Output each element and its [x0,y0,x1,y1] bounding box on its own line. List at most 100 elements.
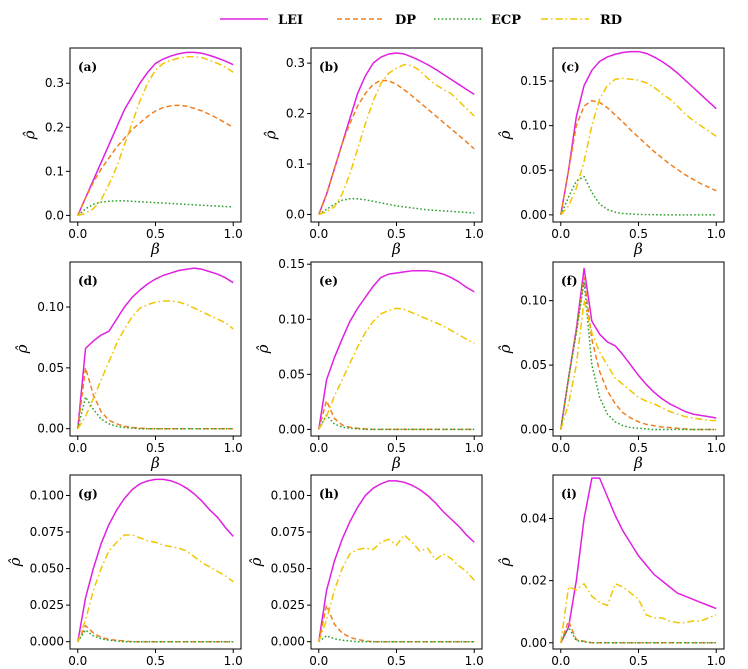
y-tick-label: 0.05 [37,361,64,375]
y-axis-label: ρ̂ [6,557,24,567]
panels: 0.0 0.5 1.00.00.10.20.3βρ̂(a)0.0 0.5 1.00.00… [6,47,726,669]
x-tick-label: 1.0 [707,654,726,665]
panel-f: 0.0 0.5 1.0 0.00 0.05 0.10 β ρ̂ (f) [496,261,726,472]
y-axis-label: ρ̂ [496,557,514,567]
y-tick-label: 0.0 [286,207,305,221]
x-tick-label: 0.5 [387,441,406,455]
x-axis-label: β [391,240,401,258]
series-line-rd [560,77,717,216]
x-tick-label: 0.5 [629,227,648,241]
x-tick-label: 1.0 [465,441,484,455]
series-line-rd [318,534,475,642]
y-tick-label: 0.05 [520,358,547,372]
panel-label: (h) [319,487,339,501]
series-line-ecp [77,200,234,216]
x-tick-label: 0.5 [387,227,406,241]
panel-label: (d) [78,274,98,288]
x-tick-label: 0.0 [68,441,87,455]
y-tick-label: 0.00 [278,422,305,436]
y-tick-label: 0.100 [271,488,305,502]
series-line-dp [77,104,234,216]
series-line-lei [77,51,234,216]
y-tick-label: 0.025 [271,598,305,612]
series-line-dp [318,604,475,643]
series-line-lei [560,267,717,430]
series-line-lei [560,477,717,644]
series-line-ecp [77,629,234,643]
y-tick-label: 0.05 [520,163,547,177]
series-line-ecp [318,414,475,431]
series-line-rd [77,300,234,430]
y-tick-label: 0.000 [30,635,64,649]
panel-i: 0.00.51.00.000.020.04βρ̂(i) [496,474,726,669]
x-tick-label: 0.0 [551,654,570,665]
axes-frame [310,261,483,437]
y-tick-label: 0.05 [278,367,305,381]
y-tick-label: 0.10 [37,300,64,314]
panel-b: 0.0 0.5 1.0 0.0 0.1 0.2 0.3 β ρ̂ (b) [261,47,484,258]
y-tick-label: 0.025 [30,598,64,612]
x-axis-label: β [391,454,401,472]
legend-label-ecp: ECP [491,13,521,28]
y-axis-label: ρ̂ [254,344,272,354]
series-line-rd [77,56,234,217]
series-line-ecp [560,626,717,644]
x-tick-label: 0.0 [68,654,87,665]
panel-label: (c) [561,60,580,74]
series-line-rd [560,299,717,430]
series-line-ecp [318,198,475,216]
series-line-dp [560,99,717,215]
series-line-rd [77,534,234,642]
x-axis-label: β [633,240,643,258]
x-tick-label: 0.0 [551,441,570,455]
series-line-lei [318,480,475,642]
series-line-lei [318,270,475,430]
series-line-ecp [77,396,234,430]
y-tick-label: 0.100 [30,488,64,502]
x-tick-label: 0.5 [146,227,165,241]
y-tick-label: 0.075 [30,525,64,539]
x-tick-label: 1.0 [707,227,726,241]
x-tick-label: 1.0 [465,227,484,241]
series-line-lei [77,267,234,429]
y-tick-label: 0.02 [520,574,547,588]
y-axis-label: ρ̂ [247,557,265,567]
y-tick-label: 0.00 [520,423,547,437]
axes-frame [310,47,483,223]
series-line-dp [318,79,475,215]
y-tick-label: 0.050 [271,562,305,576]
y-axis-label: ρ̂ [13,344,31,354]
legend-entry-ecp: ECP [434,13,521,28]
panel-label: (i) [561,487,577,501]
y-tick-label: 0.2 [286,107,305,121]
axes-frame [552,261,725,437]
series-line-rd [318,63,475,216]
axes-frame [69,47,242,223]
y-tick-label: 0.04 [520,512,547,526]
x-tick-label: 0.0 [551,227,570,241]
legend-label-rd: RD [600,13,622,28]
y-tick-label: 0.050 [30,562,64,576]
panel-label: (a) [78,60,97,74]
x-tick-label: 0.0 [309,227,328,241]
series-line-lei [318,52,475,215]
axes-frame [552,47,725,223]
series-line-lei [560,50,717,215]
x-axis-label: β [150,240,160,258]
panel-c: 0.0 0.5 1.0 0.00 0.05 0.10 0.15 β ρ̂ (c) [496,47,726,258]
y-tick-label: 0.15 [520,74,547,88]
panel-label: (b) [319,60,339,74]
y-axis-label: ρ̂ [496,130,514,140]
y-tick-label: 0.00 [37,422,64,436]
panel-label: (g) [78,487,98,501]
panel-d: 0.0 0.5 1.0 0.00 0.05 0.10 β ρ̂ (d) [13,261,243,472]
series-line-lei [77,478,234,642]
series-line-dp [318,400,475,431]
legend-label-lei: LEI [278,13,303,28]
x-tick-label: 0.5 [629,654,648,665]
y-tick-label: 0.2 [45,120,64,134]
y-tick-label: 0.000 [271,635,305,649]
